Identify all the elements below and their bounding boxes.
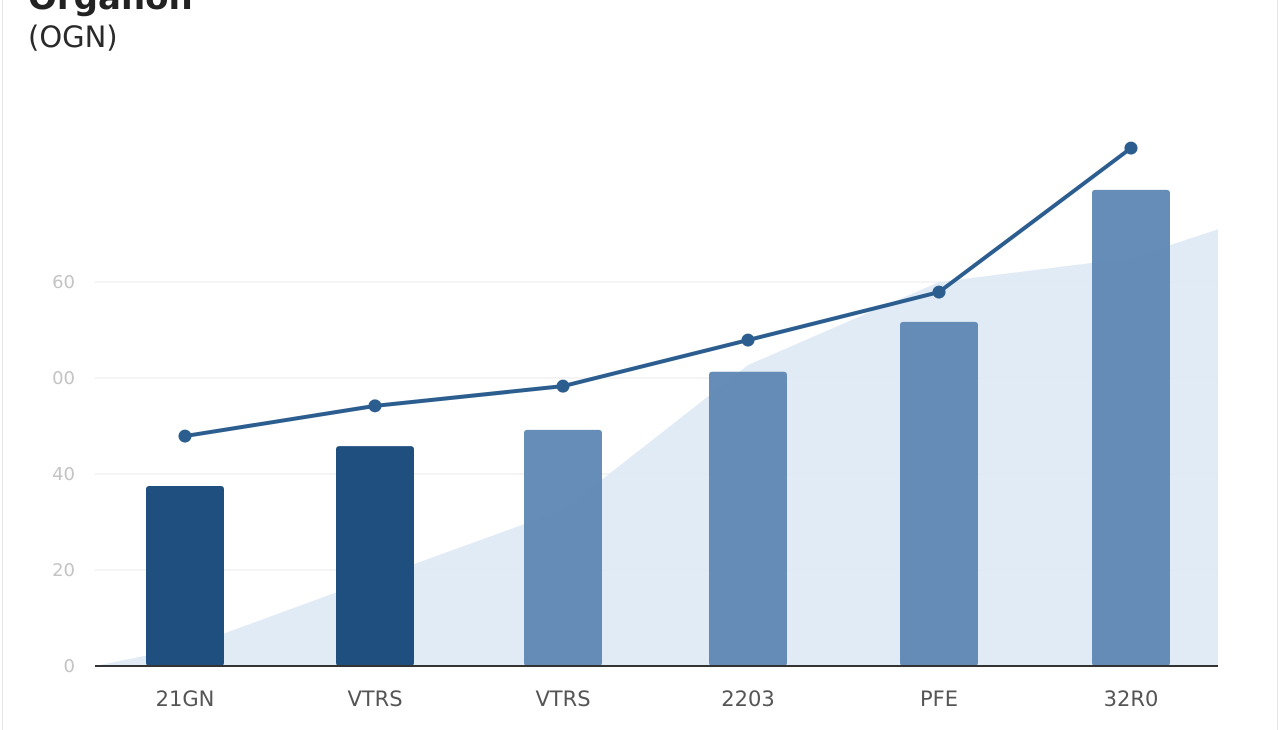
chart-title: Organon [28, 0, 193, 18]
bar [709, 371, 787, 666]
x-tick-label: 32R0 [1104, 687, 1159, 711]
x-tick-label: 21GN [156, 687, 215, 711]
y-tick-label: 0 [64, 656, 75, 677]
y-tick-label: 00 [52, 368, 75, 389]
y-tick-label: 40 [52, 464, 75, 485]
bar [336, 446, 414, 666]
line-point [556, 379, 570, 393]
x-tick-label: VTRS [347, 687, 402, 711]
line-point [178, 429, 192, 443]
x-tick-label: 2203 [721, 687, 774, 711]
x-tick-label: VTRS [535, 687, 590, 711]
line-point [1124, 141, 1138, 155]
y-tick-label: 20 [52, 560, 75, 581]
line-point [932, 285, 946, 299]
bar [146, 486, 224, 666]
line-series [184, 146, 1133, 439]
bar [524, 429, 602, 666]
line-point [741, 333, 755, 347]
line-point [368, 399, 382, 413]
bar [1092, 189, 1170, 666]
y-tick-label: 60 [52, 272, 75, 293]
x-tick-label: PFE [920, 687, 958, 711]
chart-subtitle: (OGN) [28, 20, 118, 54]
area-series [95, 229, 1218, 666]
bar [900, 321, 978, 666]
